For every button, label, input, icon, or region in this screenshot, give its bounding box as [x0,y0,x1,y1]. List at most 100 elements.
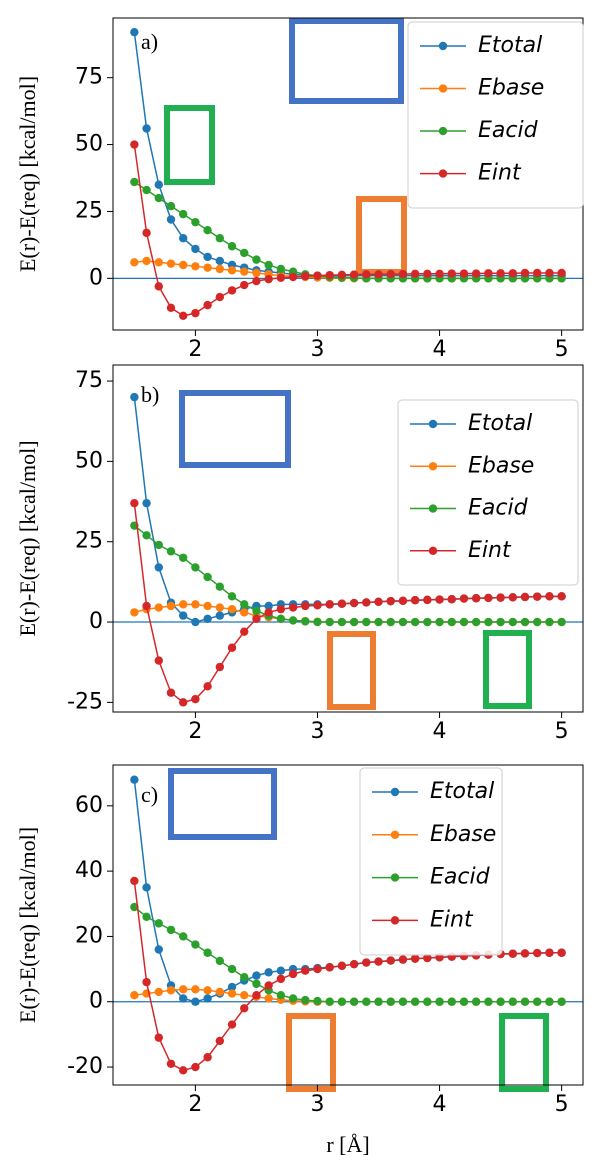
data-point [277,615,285,623]
data-point [545,269,553,277]
data-point [142,229,150,237]
data-point [252,269,260,277]
data-point [533,949,541,957]
data-point [521,998,529,1006]
data-point [228,989,236,997]
data-point [533,618,541,626]
data-point [472,998,480,1006]
data-point [460,998,468,1006]
data-point [557,618,565,626]
data-point [142,531,150,539]
data-point [155,919,163,927]
data-point [142,257,150,265]
inset-box [292,21,401,101]
legend-marker [439,84,447,92]
legend-marker [439,169,447,177]
data-point [240,973,248,981]
data-point [130,775,138,783]
data-point [496,618,504,626]
data-point [240,267,248,275]
data-point [387,998,395,1006]
data-point [411,270,419,278]
inset-box [359,199,404,272]
data-point [252,991,260,999]
data-point [509,269,517,277]
data-point [179,600,187,608]
data-point [203,1053,211,1061]
y-tick-label: 75 [75,368,103,393]
x-tick-label: 5 [555,719,569,744]
data-point [142,124,150,132]
legend-marker [439,127,447,135]
data-point [338,618,346,626]
data-point [362,618,370,626]
data-point [167,986,175,994]
data-point [496,593,504,601]
data-point [203,682,211,690]
data-point [301,617,309,625]
data-point [191,618,199,626]
legend-marker [429,420,437,428]
x-tick-label: 4 [433,337,447,362]
inset-box [289,1016,333,1089]
data-point [423,270,431,278]
legend-label: Etotal [468,411,532,436]
data-point [252,277,260,285]
data-point [155,945,163,953]
data-point [179,994,187,1002]
data-point [252,255,260,263]
data-point [509,998,517,1006]
data-point [167,602,175,610]
data-point [472,594,480,602]
legend-label: Eacid [478,118,539,143]
legend-label: Eint [478,161,522,186]
data-point [362,270,370,278]
data-point [557,592,565,600]
data-point [191,309,199,317]
data-point [545,592,553,600]
data-point [557,269,565,277]
y-tick-label: 25 [75,529,103,554]
data-point [484,269,492,277]
data-point [545,618,553,626]
data-point [252,607,260,615]
data-point [252,980,260,988]
data-point [155,1033,163,1041]
y-tick-label: 20 [75,923,103,948]
legend-label: Etotal [430,779,494,804]
data-point [203,602,211,610]
data-point [252,615,260,623]
legend-marker [439,42,447,50]
y-axis-label: E(r)-E(req) [kcal/mol] [15,440,40,636]
panel-label: c) [141,782,158,807]
x-tick-label: 2 [188,1092,202,1117]
data-point [264,994,272,1002]
x-tick-label: 2 [188,337,202,362]
data-point [228,644,236,652]
data-point [191,940,199,948]
data-point [411,998,419,1006]
figure: 02550752345E(r)-E(req) [kcal/mol]a)Etota… [0,0,592,1169]
data-point [448,269,456,277]
panel: 02550752345E(r)-E(req) [kcal/mol]a)Etota… [15,18,583,362]
data-point [228,965,236,973]
data-point [142,883,150,891]
data-point [240,281,248,289]
data-point [277,967,285,975]
data-point [411,954,419,962]
data-point [338,600,346,608]
data-point [203,301,211,309]
legend-label: Etotal [478,33,542,58]
data-point [203,263,211,271]
data-point [557,998,565,1006]
y-tick-label: 60 [75,793,103,818]
data-point [472,618,480,626]
y-tick-label: -25 [67,689,103,714]
data-point [216,957,224,965]
data-point [435,618,443,626]
data-point [167,926,175,934]
data-point [142,913,150,921]
data-point [387,270,395,278]
data-point [325,998,333,1006]
